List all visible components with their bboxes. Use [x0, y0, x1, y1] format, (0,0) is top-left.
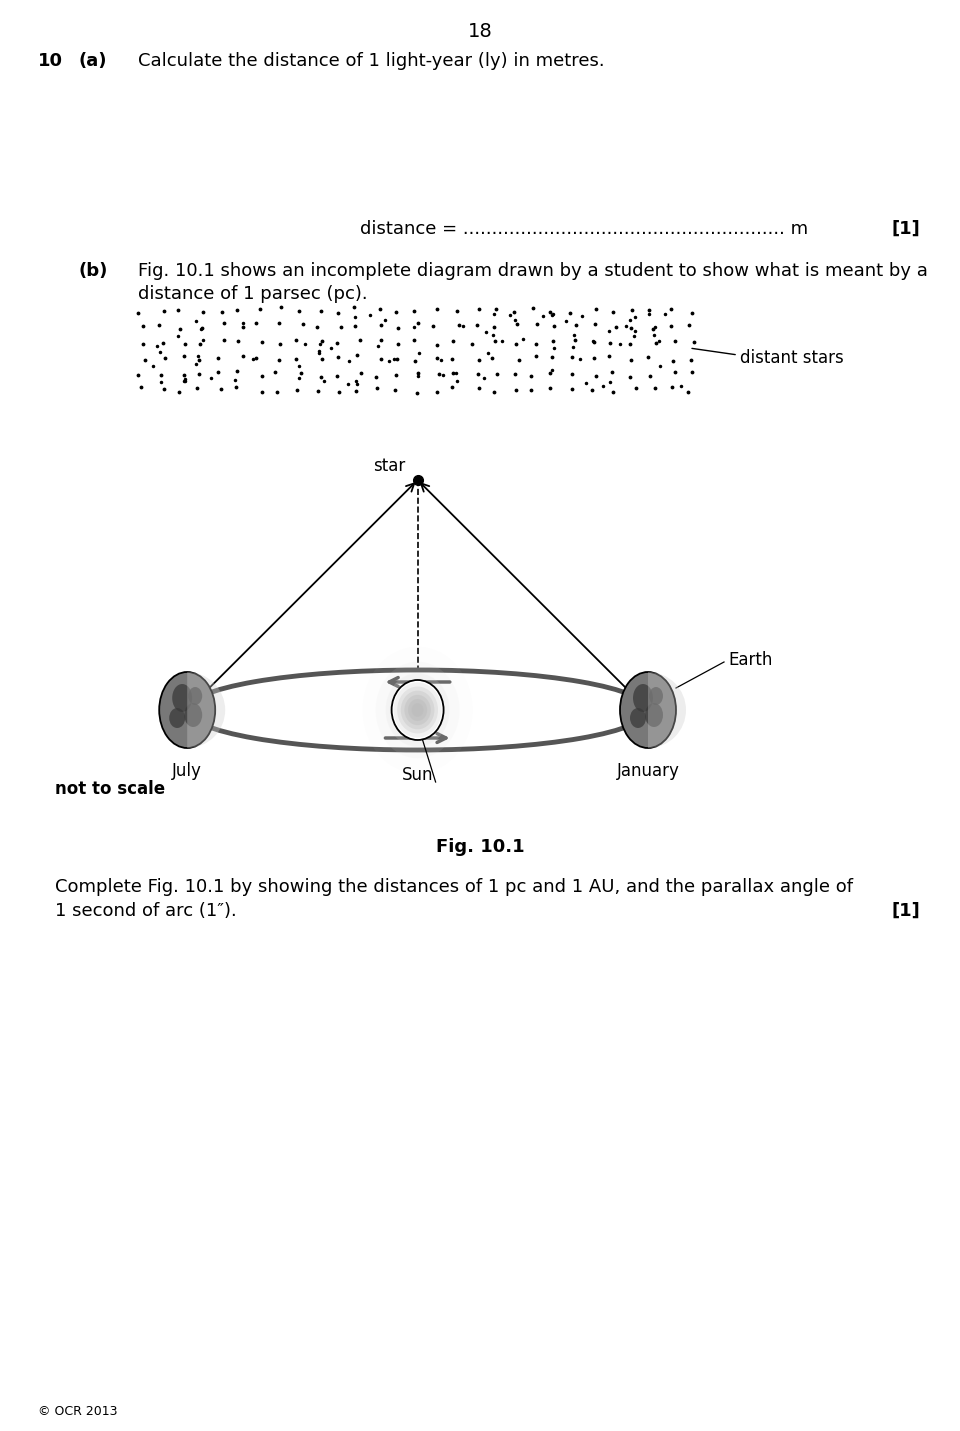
Wedge shape [187, 673, 226, 748]
Ellipse shape [363, 647, 472, 773]
Text: 18: 18 [468, 21, 492, 41]
Text: 1 second of arc (1″).: 1 second of arc (1″). [55, 902, 237, 920]
Text: not to scale: not to scale [55, 780, 165, 798]
Text: Complete Fig. 10.1 by showing the distances of 1 pc and 1 AU, and the parallax a: Complete Fig. 10.1 by showing the distan… [55, 879, 853, 896]
Text: distant stars: distant stars [740, 349, 844, 366]
Ellipse shape [386, 673, 449, 747]
Text: [1]: [1] [891, 902, 920, 920]
Ellipse shape [375, 661, 460, 758]
Text: (b): (b) [78, 262, 108, 280]
Text: star: star [373, 456, 406, 475]
Ellipse shape [620, 673, 676, 748]
Ellipse shape [396, 684, 440, 736]
Ellipse shape [188, 687, 203, 705]
Text: Fig. 10.1: Fig. 10.1 [436, 839, 524, 856]
Ellipse shape [394, 683, 442, 737]
Ellipse shape [184, 703, 203, 727]
Ellipse shape [401, 691, 435, 730]
Text: July: July [172, 761, 203, 780]
Text: January: January [616, 761, 680, 780]
Ellipse shape [169, 708, 185, 728]
Ellipse shape [392, 680, 444, 740]
Ellipse shape [408, 698, 427, 721]
Text: Calculate the distance of 1 light-year (ly) in metres.: Calculate the distance of 1 light-year (… [138, 52, 605, 70]
Text: Sun: Sun [402, 766, 433, 784]
Ellipse shape [645, 703, 663, 727]
Ellipse shape [649, 687, 663, 705]
Text: Fig. 10.1 shows an incomplete diagram drawn by a student to show what is meant b: Fig. 10.1 shows an incomplete diagram dr… [138, 262, 928, 280]
Ellipse shape [633, 684, 653, 713]
Ellipse shape [630, 708, 646, 728]
Text: Earth: Earth [728, 651, 773, 670]
Text: [1]: [1] [891, 220, 920, 238]
Text: distance = ........................................................ m: distance = .............................… [360, 220, 808, 238]
Text: distance of 1 parsec (pc).: distance of 1 parsec (pc). [138, 285, 368, 303]
Text: 10: 10 [38, 52, 63, 70]
Ellipse shape [412, 703, 423, 717]
Ellipse shape [159, 673, 215, 748]
Ellipse shape [397, 687, 438, 734]
Text: (a): (a) [78, 52, 107, 70]
Ellipse shape [404, 695, 431, 726]
Ellipse shape [172, 684, 192, 713]
Wedge shape [648, 673, 686, 748]
Text: © OCR 2013: © OCR 2013 [38, 1405, 117, 1418]
